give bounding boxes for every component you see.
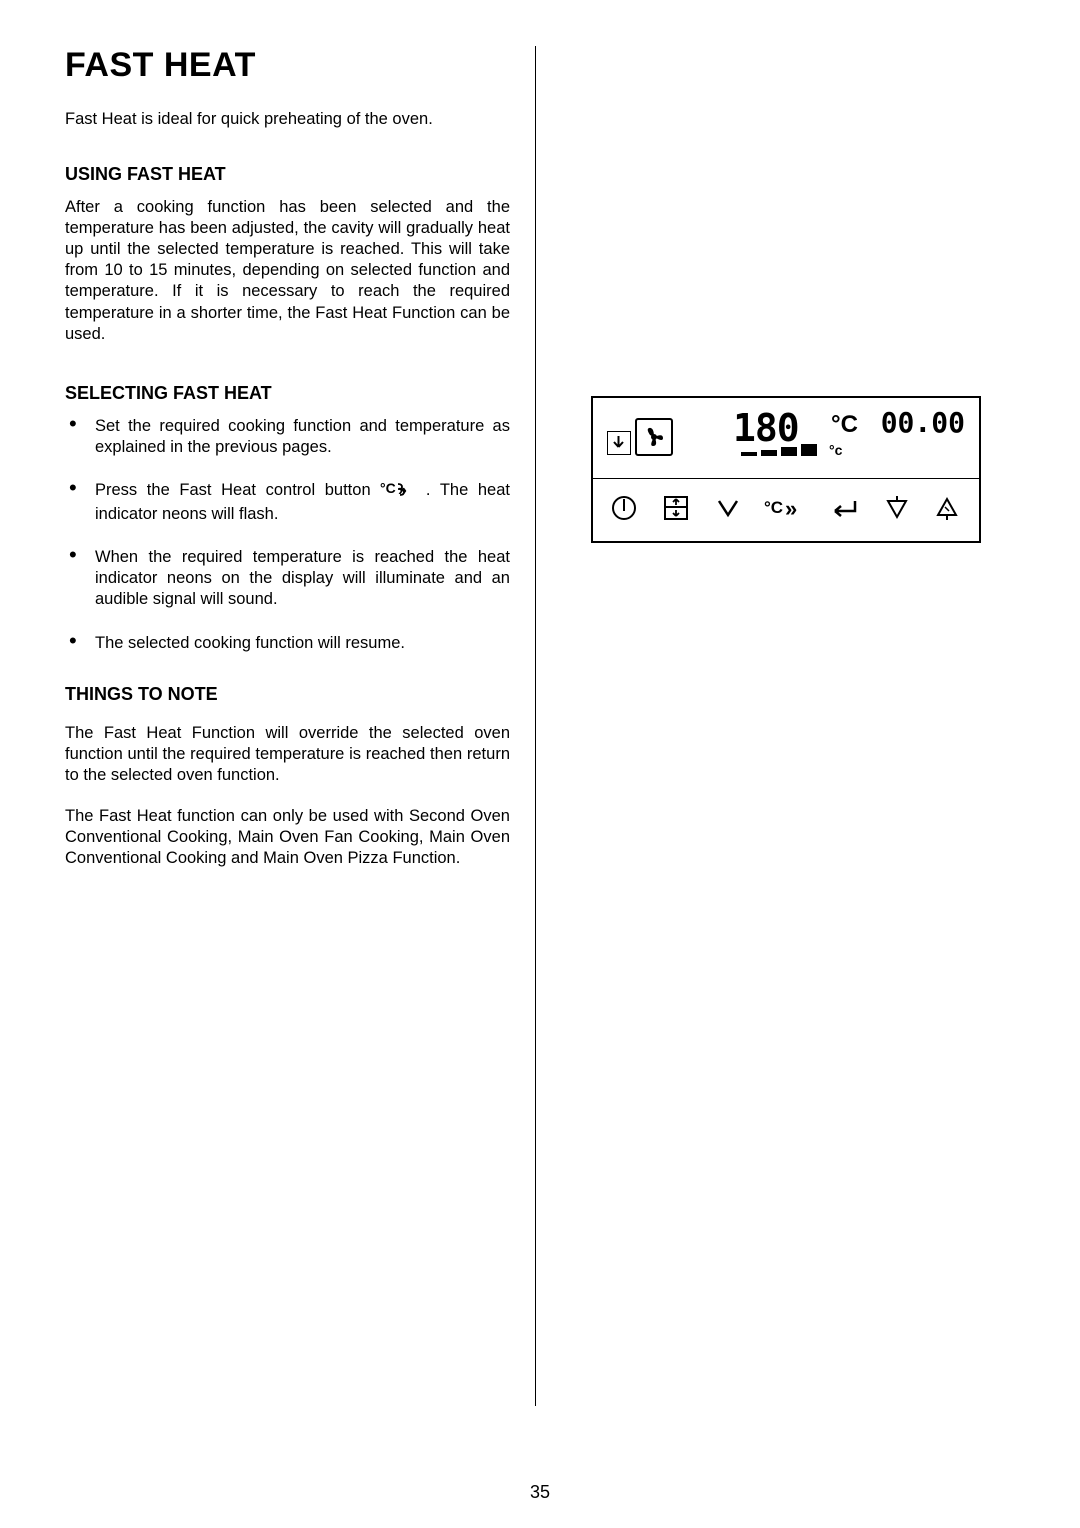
up-triangle-button-icon[interactable] (932, 493, 962, 528)
display-button-row: °C» (593, 478, 979, 541)
two-column-layout: FAST HEAT Fast Heat is ideal for quick p… (65, 46, 1015, 1411)
heat-bar-seg (781, 447, 797, 456)
things-to-note-heading: THINGS TO NOTE (65, 684, 510, 705)
svg-text:°C: °C (380, 480, 396, 496)
power-button-icon[interactable] (609, 493, 639, 528)
svg-text:°C: °C (764, 498, 783, 517)
oven-display-panel: 180 °C 00.00 °c (591, 396, 981, 543)
page-number: 35 (0, 1482, 1080, 1503)
svg-text:»: » (398, 482, 407, 498)
bullet-press-fast-heat-a: Press the Fast Heat control button (95, 481, 380, 499)
down-button-icon[interactable] (713, 493, 743, 528)
using-fast-heat-heading: USING FAST HEAT (65, 164, 510, 185)
heat-indicator-neons (741, 444, 817, 456)
selecting-fast-heat-heading: SELECTING FAST HEAT (65, 383, 510, 404)
display-temperature-unit: °C (831, 411, 858, 439)
heat-bar-seg (801, 444, 817, 456)
display-time: 00.00 (881, 406, 965, 439)
svg-text:»: » (785, 496, 797, 521)
fan-function-icon (635, 418, 673, 456)
return-button-icon[interactable] (827, 495, 861, 526)
bullet-temp-reached: When the required temperature is reached… (65, 547, 510, 610)
things-to-note-p1: The Fast Heat Function will override the… (65, 723, 510, 786)
things-to-note-p2: The Fast Heat function can only be used … (65, 806, 510, 869)
bullet-set-function: Set the required cooking function and te… (65, 416, 510, 458)
display-screen: 180 °C 00.00 °c (593, 398, 979, 478)
down-triangle-button-icon[interactable] (882, 493, 912, 528)
bullet-press-fast-heat: Press the Fast Heat control button °C» .… (65, 480, 510, 525)
fast-heat-button-icon[interactable]: °C» (764, 495, 806, 526)
using-fast-heat-body: After a cooking function has been select… (65, 197, 510, 345)
page-title: FAST HEAT (65, 46, 510, 85)
fast-heat-inline-icon: °C» (380, 480, 416, 504)
right-column: 180 °C 00.00 °c (536, 46, 1015, 1411)
heat-bar-seg (761, 450, 777, 456)
oven-select-button-icon[interactable] (660, 492, 692, 529)
down-arrow-selector-icon (607, 431, 631, 455)
heat-bar-seg (741, 452, 757, 456)
heat-indicator-unit: °c (829, 442, 842, 458)
bullet-function-resumes: The selected cooking function will resum… (65, 633, 510, 654)
selecting-fast-heat-list: Set the required cooking function and te… (65, 416, 510, 654)
left-column: FAST HEAT Fast Heat is ideal for quick p… (65, 46, 535, 1411)
page: FAST HEAT Fast Heat is ideal for quick p… (0, 0, 1080, 1528)
intro-text: Fast Heat is ideal for quick preheating … (65, 110, 510, 129)
